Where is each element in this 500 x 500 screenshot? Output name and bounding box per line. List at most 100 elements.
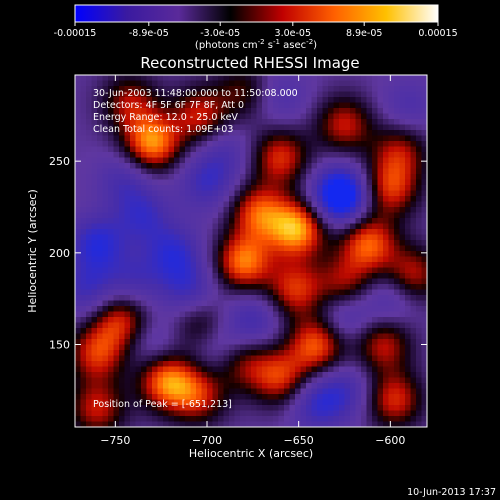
heatmap-cell: [113, 102, 120, 109]
heatmap-cell: [124, 179, 131, 186]
heatmap-cell: [207, 361, 214, 368]
heatmap-cell: [196, 97, 203, 104]
heatmap-cell: [377, 119, 384, 126]
heatmap-cell: [372, 372, 379, 379]
heatmap-cell: [179, 416, 186, 423]
heatmap-cell: [185, 399, 192, 406]
heatmap-cell: [157, 300, 164, 307]
heatmap-cell: [273, 234, 280, 241]
heatmap-cell: [108, 86, 115, 93]
heatmap-cell: [399, 229, 406, 236]
heatmap-cell: [383, 383, 390, 390]
heatmap-cell: [179, 97, 186, 104]
heatmap-cell: [179, 240, 186, 247]
heatmap-cell: [190, 361, 197, 368]
heatmap-cell: [405, 388, 412, 395]
heatmap-cell: [333, 190, 340, 197]
heatmap-cell: [97, 267, 104, 274]
heatmap-cell: [322, 361, 329, 368]
heatmap-cell: [185, 223, 192, 230]
heatmap-cell: [366, 157, 373, 164]
heatmap-cell: [394, 267, 401, 274]
heatmap-cell: [388, 190, 395, 197]
heatmap-cell: [284, 91, 291, 98]
heatmap-cell: [108, 119, 115, 126]
heatmap-cell: [86, 91, 93, 98]
heatmap-cell: [119, 355, 126, 362]
heatmap-cell: [240, 190, 247, 197]
heatmap-cell: [306, 405, 313, 412]
heatmap-cell: [196, 399, 203, 406]
heatmap-cell: [306, 388, 313, 395]
heatmap-cell: [256, 124, 263, 131]
heatmap-cell: [366, 124, 373, 131]
heatmap-cell: [251, 311, 258, 318]
heatmap-cell: [185, 361, 192, 368]
heatmap-cell: [289, 273, 296, 280]
heatmap-cell: [333, 344, 340, 351]
heatmap-cell: [350, 399, 357, 406]
heatmap-cell: [223, 328, 230, 335]
heatmap-cell: [344, 185, 351, 192]
heatmap-cell: [75, 75, 82, 82]
heatmap-cell: [80, 410, 87, 417]
heatmap-cell: [108, 190, 115, 197]
heatmap-cell: [322, 328, 329, 335]
heatmap-cell: [80, 256, 87, 263]
heatmap-cell: [350, 355, 357, 362]
heatmap-cell: [185, 311, 192, 318]
heatmap-cell: [350, 388, 357, 395]
heatmap-cell: [179, 278, 186, 285]
heatmap-cell: [300, 102, 307, 109]
heatmap-cell: [322, 75, 329, 82]
heatmap-cell: [405, 91, 412, 98]
heatmap-cell: [344, 240, 351, 247]
heatmap-cell: [223, 113, 230, 120]
heatmap-cell: [333, 410, 340, 417]
heatmap-cell: [212, 80, 219, 87]
heatmap-cell: [185, 322, 192, 329]
heatmap-cell: [421, 174, 427, 181]
heatmap-cell: [311, 152, 318, 159]
heatmap-cell: [218, 383, 225, 390]
heatmap-cell: [350, 328, 357, 335]
heatmap-cell: [157, 405, 164, 412]
heatmap-cell: [245, 179, 252, 186]
heatmap-cell: [119, 278, 126, 285]
heatmap-cell: [421, 80, 427, 87]
heatmap-cell: [234, 388, 241, 395]
heatmap-cell: [201, 355, 208, 362]
heatmap-cell: [124, 311, 131, 318]
heatmap-cell: [350, 108, 357, 115]
heatmap-cell: [190, 75, 197, 82]
heatmap-cell: [289, 80, 296, 87]
heatmap-cell: [229, 289, 236, 296]
heatmap-cell: [157, 185, 164, 192]
heatmap-cell: [328, 113, 335, 120]
heatmap-cell: [163, 240, 170, 247]
heatmap-cell: [262, 207, 269, 214]
heatmap-cell: [355, 311, 362, 318]
heatmap-cell: [416, 416, 423, 423]
heatmap-cell: [284, 306, 291, 313]
heatmap-cell: [157, 91, 164, 98]
heatmap-cell: [322, 240, 329, 247]
heatmap-cell: [295, 410, 302, 417]
heatmap-cell: [377, 256, 384, 263]
heatmap-cell: [201, 190, 208, 197]
heatmap-cell: [421, 157, 427, 164]
heatmap-cell: [240, 262, 247, 269]
heatmap-cell: [322, 372, 329, 379]
heatmap-cell: [130, 256, 137, 263]
heatmap-cell: [328, 240, 335, 247]
heatmap-cell: [355, 388, 362, 395]
heatmap-cell: [113, 212, 120, 219]
heatmap-cell: [339, 86, 346, 93]
heatmap-cell: [146, 311, 153, 318]
heatmap-cell: [394, 355, 401, 362]
heatmap-cell: [388, 80, 395, 87]
heatmap-cell: [421, 190, 427, 197]
heatmap-cell: [201, 278, 208, 285]
heatmap-cell: [284, 196, 291, 203]
heatmap-cell: [317, 201, 324, 208]
